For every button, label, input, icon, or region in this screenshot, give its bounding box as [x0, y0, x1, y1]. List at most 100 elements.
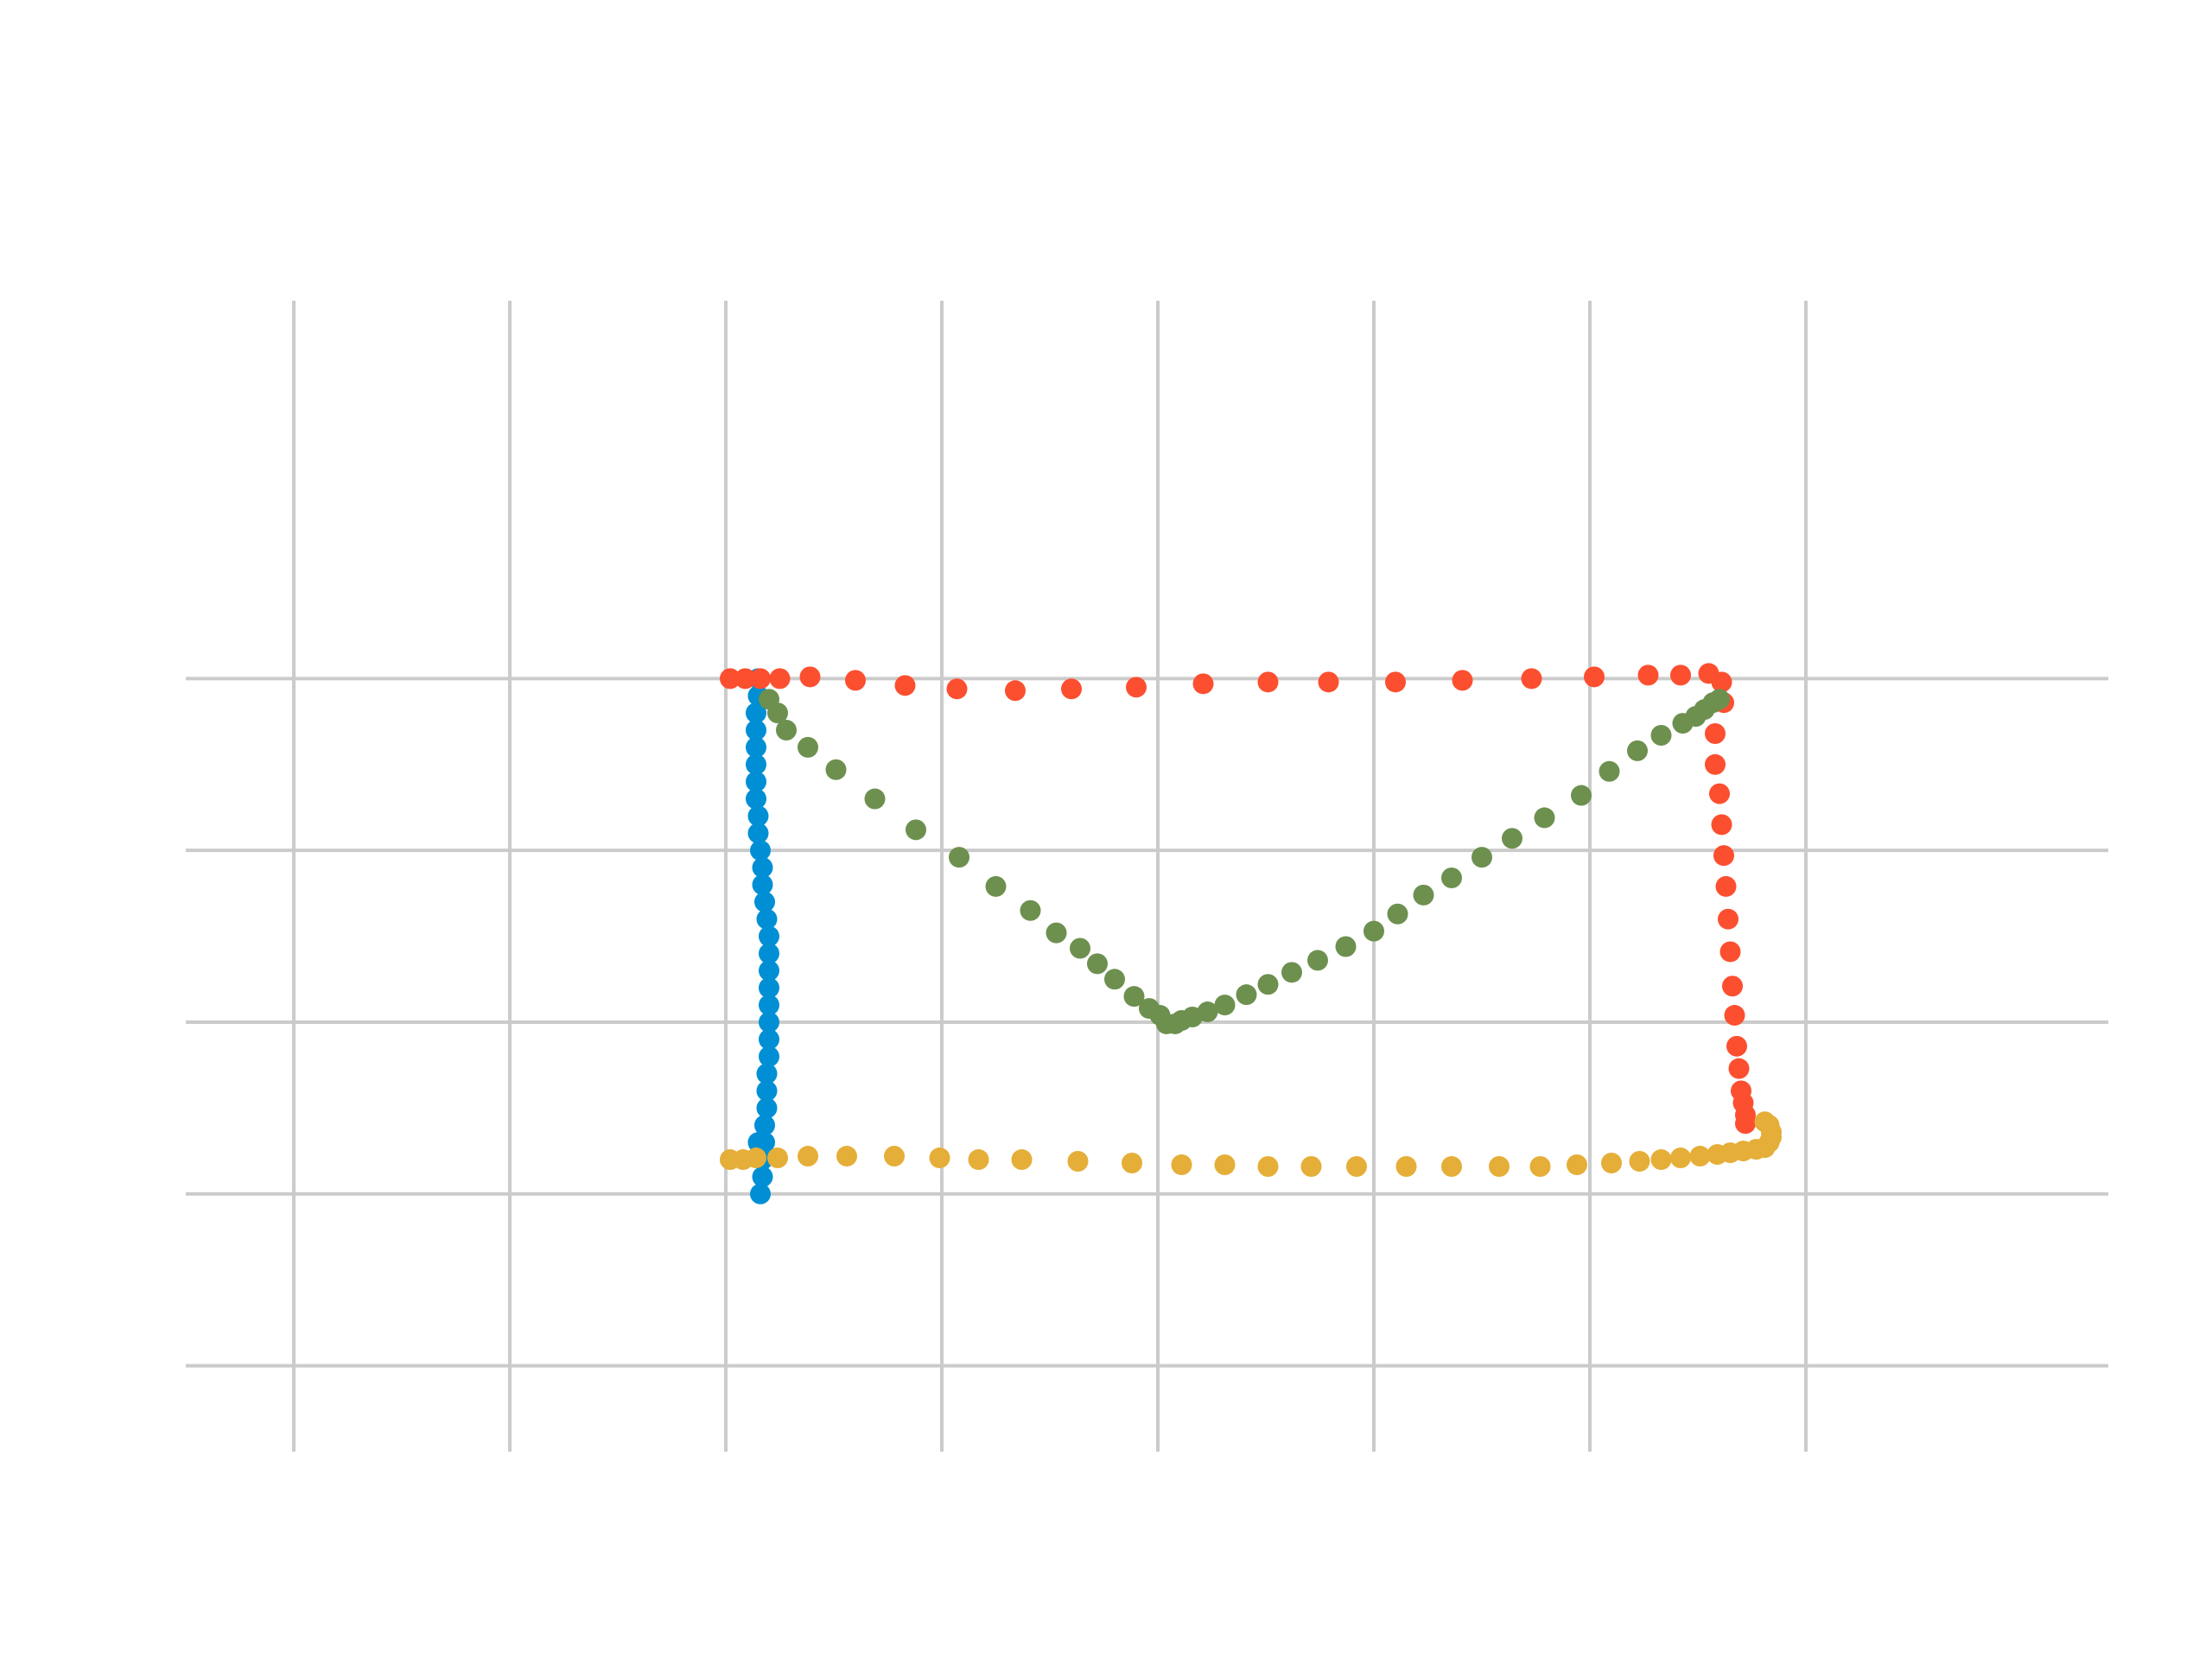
series-2-point-21: [1197, 1001, 1218, 1023]
series-3-point-2: [746, 1147, 766, 1169]
series-2-point-32: [1471, 847, 1492, 868]
series-1-point-12: [1257, 671, 1279, 693]
series-0-point-17: [759, 960, 779, 982]
series-1-point-26: [1711, 814, 1732, 836]
series-1-point-1: [734, 668, 756, 690]
series-1-point-17: [1584, 666, 1605, 688]
series-2-point-23: [1236, 984, 1257, 1006]
series-1-point-15: [1452, 670, 1473, 691]
series-2-point-1: [767, 702, 788, 724]
series-1-point-5: [845, 670, 866, 691]
series-3-point-17: [1395, 1155, 1417, 1177]
series-0-point-24: [756, 1080, 778, 1102]
series-0-point-4: [746, 736, 766, 758]
series-2-point-43: [1709, 689, 1730, 710]
series-3-point-5: [836, 1146, 857, 1167]
series-3: [720, 1111, 1782, 1177]
series-0-point-11: [752, 857, 773, 879]
series-0-point-19: [759, 995, 779, 1016]
series-1-point-33: [1726, 1035, 1747, 1057]
series-2-point-9: [1020, 899, 1041, 921]
series-3-point-20: [1529, 1155, 1551, 1177]
series-2-point-38: [1650, 724, 1672, 746]
series-3-point-36: [1754, 1111, 1776, 1133]
series-3-point-24: [1650, 1149, 1672, 1171]
series-0-point-14: [756, 908, 778, 930]
series-2-point-37: [1627, 740, 1648, 761]
series-0-point-12: [752, 874, 773, 895]
series-2-point-7: [949, 847, 969, 868]
series-0-point-29: [752, 1166, 773, 1187]
series-1-point-34: [1728, 1058, 1750, 1079]
series-0-point-30: [750, 1183, 771, 1205]
series-2-point-28: [1363, 920, 1384, 942]
series-0-point-25: [756, 1097, 778, 1119]
series-0-point-31: [747, 1132, 769, 1154]
series-0-point-10: [750, 840, 771, 861]
series-1-point-4: [799, 666, 821, 688]
series-2-point-8: [985, 875, 1007, 897]
series-1-point-30: [1719, 941, 1741, 963]
series-0-point-5: [746, 753, 766, 775]
series-2-point-6: [906, 819, 926, 841]
series-0-point-26: [754, 1115, 775, 1136]
series-3-point-23: [1629, 1151, 1650, 1173]
series-1-point-2: [750, 668, 771, 690]
series-1-point-23: [1705, 722, 1726, 744]
series-3-point-8: [968, 1149, 989, 1171]
series-3-point-18: [1441, 1155, 1462, 1177]
series-1-point-29: [1718, 908, 1738, 930]
series-1-point-21: [1711, 671, 1732, 693]
series-3-point-11: [1122, 1153, 1142, 1174]
series-3-point-26: [1689, 1146, 1711, 1167]
series-1-point-19: [1670, 664, 1691, 686]
series-2-point-29: [1387, 903, 1408, 925]
series-0-point-23: [756, 1063, 778, 1084]
series-0-point-20: [759, 1011, 779, 1033]
series-1-point-24: [1705, 753, 1726, 775]
series-0-point-6: [746, 771, 766, 792]
series-0-point-15: [759, 925, 779, 947]
series-3-point-16: [1346, 1155, 1367, 1177]
series-1-point-11: [1192, 673, 1214, 695]
series-1-point-38: [1735, 1113, 1756, 1135]
series-0-point-8: [747, 805, 769, 827]
series-3-point-9: [1011, 1149, 1033, 1171]
series-3-point-12: [1171, 1154, 1192, 1175]
series-3-point-22: [1601, 1153, 1622, 1174]
series-2-point-34: [1534, 807, 1555, 829]
series-2-point-3: [798, 736, 818, 758]
series-3-point-3: [767, 1147, 788, 1169]
series-2-point-11: [1070, 938, 1090, 959]
series-1-point-7: [946, 678, 968, 700]
series-3-point-10: [1067, 1151, 1089, 1173]
series-0-point-16: [759, 943, 779, 964]
data-points: [720, 663, 1782, 1205]
series-2-point-31: [1441, 867, 1462, 888]
series-0-point-22: [759, 1046, 779, 1067]
series-1-point-0: [720, 668, 741, 690]
series-2-point-4: [825, 759, 847, 780]
series-3-point-4: [798, 1146, 818, 1167]
series-3-point-14: [1257, 1155, 1279, 1177]
series-2-point-24: [1257, 974, 1279, 995]
series-2-point-5: [864, 788, 886, 810]
series-1-point-28: [1715, 875, 1737, 897]
series-2-point-35: [1571, 785, 1592, 806]
series-3-point-25: [1670, 1147, 1691, 1169]
series-3-point-13: [1214, 1154, 1236, 1175]
series-1-point-8: [1005, 680, 1026, 702]
series-0-point-13: [754, 891, 775, 912]
series-1-point-13: [1318, 671, 1339, 693]
series-1-point-18: [1637, 664, 1659, 686]
series-1-point-27: [1713, 845, 1734, 867]
series-2-point-12: [1087, 953, 1108, 975]
series-2-point-33: [1502, 828, 1522, 849]
series-1-point-10: [1126, 677, 1147, 698]
series-2-point-10: [1046, 922, 1067, 944]
series-1-point-3: [769, 668, 791, 690]
series-2-point-2: [776, 720, 797, 741]
series-1-point-31: [1722, 976, 1743, 997]
series-1-point-9: [1061, 678, 1082, 700]
